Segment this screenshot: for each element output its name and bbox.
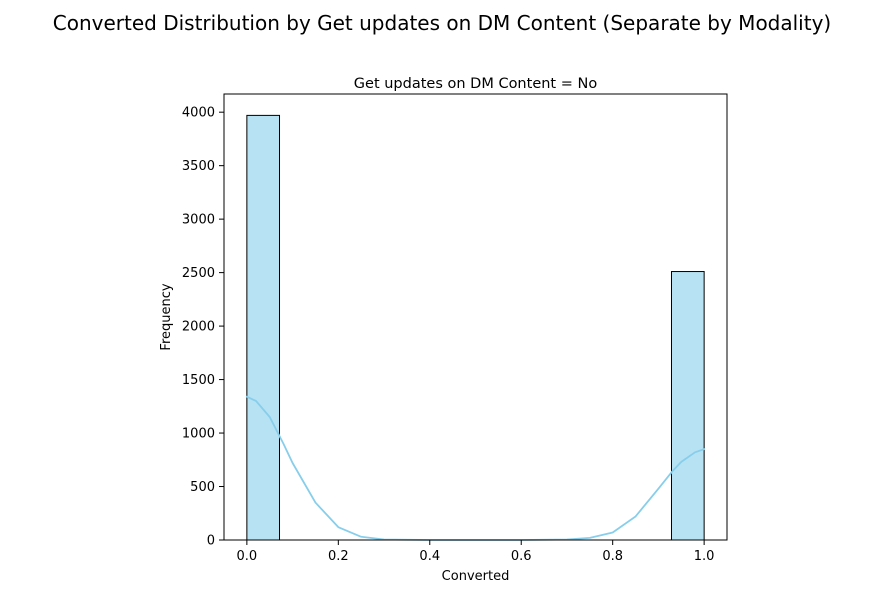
- x-tick-label: 0.4: [419, 549, 440, 564]
- histogram-bar-0: [246, 114, 281, 541]
- x-tick-label: 0.8: [602, 549, 623, 564]
- y-tick-label: 0: [207, 534, 215, 549]
- y-tick-label: 500: [190, 480, 215, 495]
- x-tick-label: 0.6: [511, 549, 532, 564]
- kde-curve: [245, 395, 706, 541]
- axes-title: Get updates on DM Content = No: [354, 76, 598, 92]
- x-tick-label: 0.2: [328, 549, 349, 564]
- y-axis-label: Frequency: [159, 283, 174, 350]
- figure-suptitle: Converted Distribution by Get updates on…: [53, 11, 831, 35]
- x-axis-ticks: 0.0 0.2 0.4 0.6 0.8 1.0: [237, 540, 715, 564]
- x-axis-label: Converted: [442, 569, 510, 584]
- y-tick-label: 2000: [182, 320, 215, 335]
- y-tick-label: 1500: [182, 373, 215, 388]
- histogram-bar-1: [670, 271, 705, 541]
- x-tick-label: 1.0: [694, 549, 715, 564]
- x-tick-label: 0.0: [237, 549, 258, 564]
- y-tick-label: 2500: [182, 266, 215, 281]
- y-tick-label: 4000: [182, 106, 215, 121]
- plot-area-frame: [223, 93, 728, 541]
- y-tick-label: 3000: [182, 213, 215, 228]
- y-tick-label: 3500: [182, 159, 215, 174]
- kde-curve-layer: [245, 395, 706, 541]
- y-tick-label: 1000: [182, 427, 215, 442]
- y-axis-ticks: 0 500 1000 1500 2000 2500 3000 3500 4000: [182, 106, 224, 549]
- histogram-bars: [246, 114, 705, 541]
